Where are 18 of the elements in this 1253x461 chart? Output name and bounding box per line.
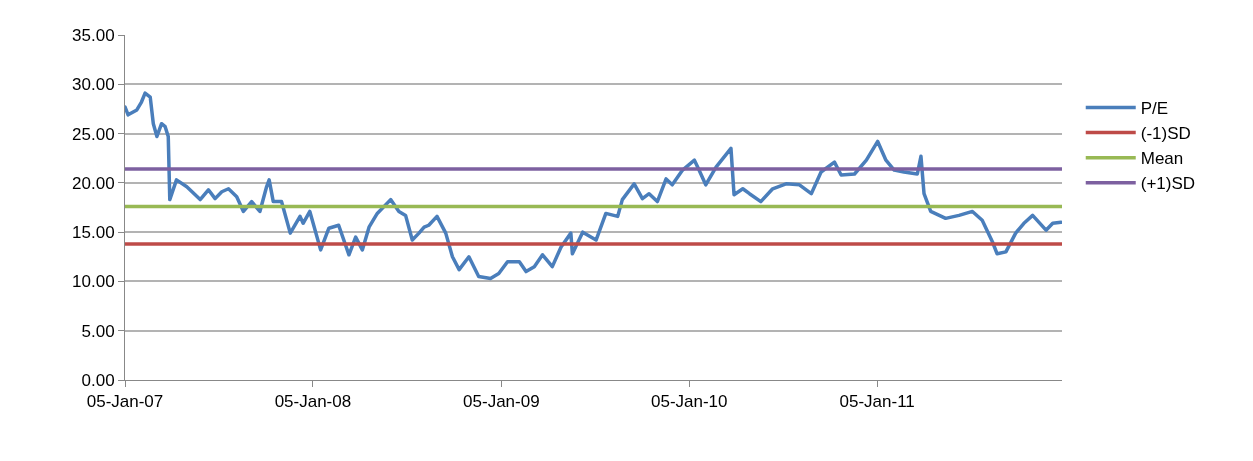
x-tick-label: 05-Jan-09 [463, 392, 540, 412]
y-tick-label: 5.00 [81, 321, 115, 341]
legend-label: (-1)SD [1140, 124, 1191, 144]
x-tick-label: 05-Jan-10 [650, 392, 728, 412]
line-series [125, 91, 1062, 281]
y-tick-label: 35.00 [72, 25, 115, 45]
x-tick-label: 05-Jan-08 [274, 392, 352, 412]
y-tick-label: 20.00 [72, 173, 115, 193]
legend-label: P/E [1140, 99, 1169, 119]
y-tick-label: 0.00 [81, 370, 115, 390]
y-tick-label: 10.00 [72, 272, 115, 292]
x-tick-label: 05-Jan-07 [86, 392, 164, 412]
y-tick-label: 30.00 [72, 75, 115, 95]
y-tick-label: 15.00 [72, 223, 115, 243]
legend-label: (+1)SD [1140, 174, 1196, 194]
y-tick-label: 25.00 [72, 124, 115, 144]
legend-label: Mean [1140, 149, 1184, 169]
x-tick-label: 05-Jan-11 [839, 392, 915, 412]
